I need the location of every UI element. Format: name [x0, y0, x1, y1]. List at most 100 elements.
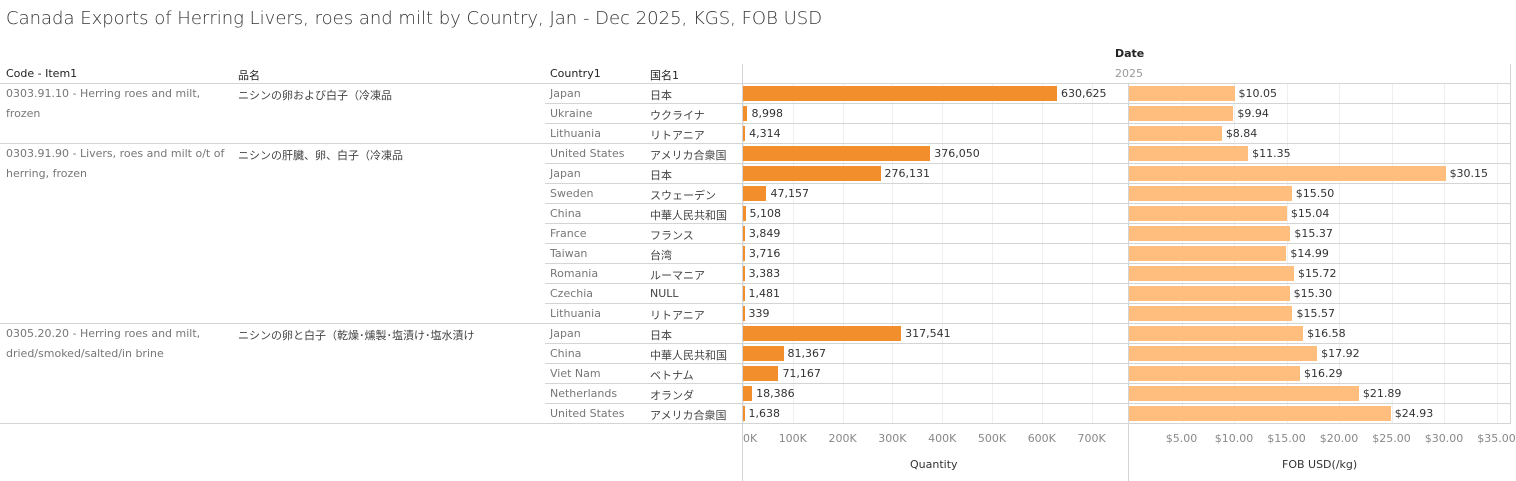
- fob-bar: [1129, 286, 1290, 301]
- quantity-bar: [743, 266, 745, 281]
- fob-data-label: $15.57: [1296, 307, 1335, 320]
- quantity-bar: [743, 386, 753, 401]
- quantity-data-label: 47,157: [770, 187, 809, 200]
- quantity-data-label: 630,625: [1061, 87, 1107, 100]
- divider: [545, 283, 1510, 284]
- fob-tick-label: $35.00: [1477, 432, 1516, 445]
- divider: [1510, 64, 1511, 424]
- fob-tick-label: $20.00: [1319, 432, 1359, 445]
- fob-data-label: $16.58: [1307, 327, 1346, 340]
- fob-data-label: $17.92: [1321, 347, 1360, 360]
- quantity-tick-label: 300K: [878, 432, 907, 445]
- item-code: 0303.91.10 - Herring roes and milt, froz…: [6, 87, 201, 120]
- country-jp-label: ベトナム: [650, 369, 694, 382]
- country-jp-label: 中華人民共和国: [650, 349, 727, 362]
- fob-bar: [1129, 406, 1391, 421]
- date-header: Date: [1115, 47, 1145, 60]
- quantity-data-label: 5,108: [749, 207, 782, 220]
- fob-bar: [1129, 366, 1301, 381]
- fob-tick-label: $5.00: [1165, 432, 1198, 445]
- fob-bar: [1129, 246, 1287, 261]
- country-label: Lithuania: [550, 307, 601, 320]
- divider: [545, 363, 1510, 364]
- divider: [545, 263, 1510, 264]
- gridline: [1496, 84, 1498, 424]
- fob-data-label: $15.37: [1294, 227, 1333, 240]
- item-name-jp: ニシンの卵と白子（乾燥･燻製･塩漬け･塩水漬け: [238, 329, 475, 342]
- gridline: [842, 84, 844, 424]
- quantity-bar: [743, 86, 1058, 101]
- quantity-bar: [743, 406, 745, 421]
- gridline: [792, 84, 794, 424]
- country-jp-label: 中華人民共和国: [650, 209, 727, 222]
- quantity-bar: [743, 246, 745, 261]
- country-label: France: [550, 227, 587, 240]
- fob-bar: [1129, 206, 1287, 221]
- fob-axis-title: FOB USD(/kg): [1282, 458, 1358, 471]
- quantity-data-label: 339: [748, 307, 770, 320]
- fob-bar: [1129, 106, 1234, 121]
- item-code: 0305.20.20 - Herring roes and milt, drie…: [6, 327, 201, 360]
- quantity-bar: [743, 206, 746, 221]
- quantity-tick-label: 600K: [1027, 432, 1056, 445]
- quantity-bar: [743, 166, 881, 181]
- country-label: China: [550, 207, 582, 220]
- quantity-bar: [743, 146, 931, 161]
- country-label: Lithuania: [550, 127, 601, 140]
- year-header: 2025: [1115, 67, 1143, 80]
- fob-data-label: $15.04: [1290, 207, 1330, 220]
- quantity-data-label: 3,383: [748, 267, 781, 280]
- quantity-data-label: 1,481: [748, 287, 781, 300]
- quantity-bar: [743, 326, 902, 341]
- divider: [545, 103, 1510, 104]
- gridline: [1339, 84, 1340, 424]
- fob-tick-label: $10.00: [1214, 432, 1254, 445]
- quantity-bar: [743, 346, 784, 361]
- country-label: Japan: [550, 87, 581, 100]
- divider: [0, 423, 1510, 424]
- fob-bar: [1129, 386, 1359, 401]
- country-jp-header: 国名1: [650, 69, 679, 82]
- country-jp-label: 日本: [650, 89, 672, 102]
- fob-bar: [1129, 346, 1318, 361]
- divider: [545, 183, 1510, 184]
- country-jp-label: オランダ: [650, 389, 694, 402]
- fob-data-label: $24.93: [1394, 407, 1434, 420]
- country-jp-label: ウクライナ: [650, 109, 705, 122]
- divider: [0, 323, 1510, 324]
- quantity-bar: [743, 186, 767, 201]
- code-header: Code - Item1: [6, 67, 78, 80]
- country-jp-label: 台湾: [650, 249, 672, 262]
- divider: [545, 123, 1510, 124]
- quantity-data-label: 376,050: [934, 147, 980, 160]
- divider: [545, 303, 1510, 304]
- fob-data-label: $8.84: [1225, 127, 1258, 140]
- divider: [545, 403, 1510, 404]
- country-label: United States: [550, 407, 625, 420]
- quantity-tick-label: 0K: [743, 432, 758, 445]
- country-header: Country1: [550, 67, 601, 80]
- quantity-tick-label: 100K: [778, 432, 807, 445]
- divider: [545, 223, 1510, 224]
- quantity-bar: [743, 286, 745, 301]
- gridline: [992, 84, 993, 424]
- fob-bar: [1129, 146, 1249, 161]
- quantity-data-label: 8,998: [751, 107, 783, 120]
- country-label: United States: [550, 147, 625, 160]
- quantity-tick-label: 400K: [928, 432, 957, 445]
- divider: [0, 143, 1510, 144]
- quantity-bar: [743, 226, 745, 241]
- country-jp-label: フランス: [650, 229, 694, 242]
- quantity-data-label: 276,131: [884, 167, 931, 180]
- country-label: Czechia: [550, 287, 594, 300]
- gridline: [1091, 84, 1093, 424]
- quantity-data-label: 81,367: [787, 347, 827, 360]
- divider: [545, 203, 1510, 204]
- divider: [0, 83, 1510, 84]
- quantity-bar: [743, 106, 748, 121]
- country-label: Sweden: [550, 187, 594, 200]
- country-label: Ukraine: [550, 107, 593, 120]
- country-jp-label: アメリカ合衆国: [650, 409, 727, 422]
- quantity-tick-label: 700K: [1077, 432, 1106, 445]
- fob-data-label: $15.72: [1298, 267, 1337, 280]
